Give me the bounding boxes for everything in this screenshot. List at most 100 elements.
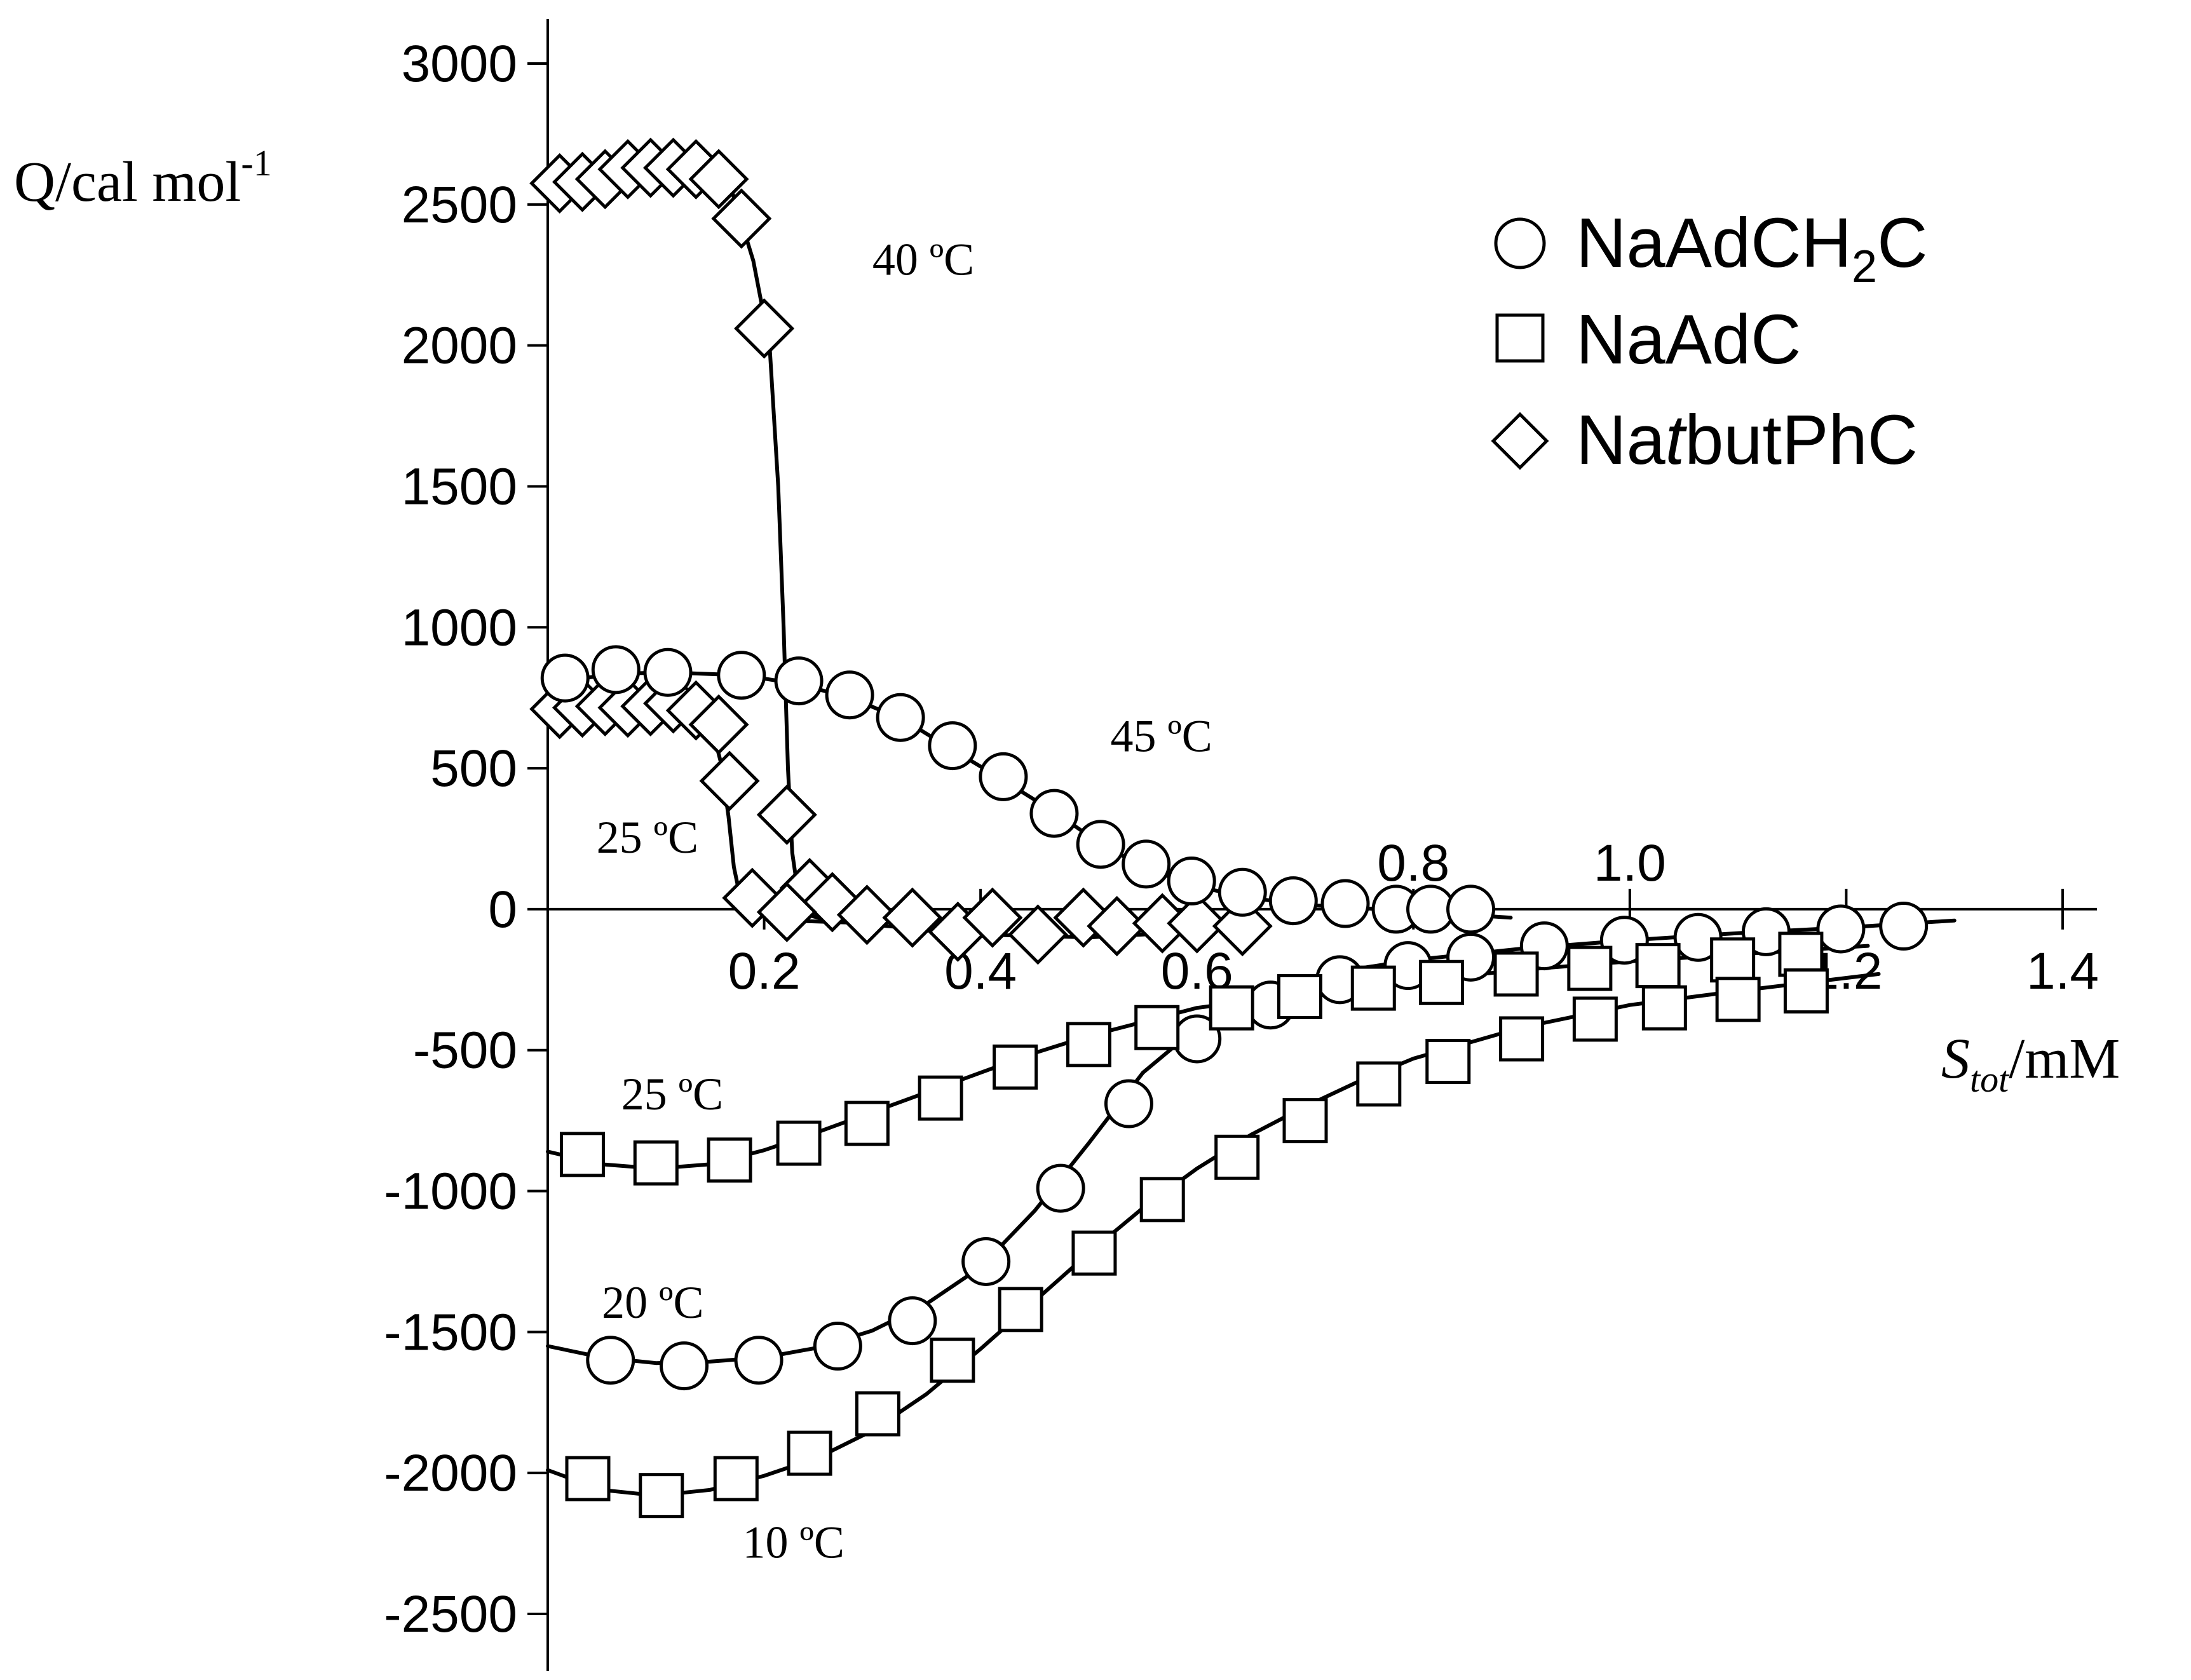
y-tick-label: 0 bbox=[488, 881, 517, 938]
data-point-square bbox=[1778, 931, 1824, 977]
data-point-diamond bbox=[734, 298, 795, 359]
data-point-square bbox=[1635, 943, 1681, 989]
data-point-circle bbox=[876, 693, 925, 742]
data-point-square bbox=[1134, 1005, 1180, 1050]
data-point-square bbox=[1277, 973, 1322, 1019]
data-markers bbox=[529, 137, 1929, 1519]
data-point-circle bbox=[1879, 902, 1929, 951]
data-point-square bbox=[1710, 937, 1756, 983]
y-tick-label: -1500 bbox=[384, 1303, 517, 1361]
x-tick-label: 1.0 bbox=[1594, 834, 1666, 892]
y-tick-label: -1000 bbox=[384, 1163, 517, 1221]
data-point-circle bbox=[1029, 789, 1079, 838]
data-point-diamond bbox=[1167, 893, 1228, 954]
y-tick-label: 500 bbox=[430, 740, 517, 797]
x-axis-label: Stot/mM bbox=[1941, 1027, 2120, 1100]
data-point-circle bbox=[928, 721, 977, 771]
data-point-square bbox=[776, 1120, 822, 1166]
data-point-circle bbox=[961, 1236, 1011, 1286]
data-point-square bbox=[1066, 1022, 1111, 1067]
data-point-square bbox=[707, 1137, 752, 1183]
legend-circle-marker bbox=[1494, 217, 1546, 269]
data-point-square bbox=[930, 1338, 975, 1383]
data-point-circle bbox=[1076, 820, 1125, 869]
y-tick-label: 1500 bbox=[402, 457, 517, 515]
y-tick-label: -2500 bbox=[384, 1585, 517, 1643]
y-tick-label: 1000 bbox=[402, 599, 517, 656]
legend-square-marker bbox=[1495, 313, 1545, 363]
data-point-square bbox=[1350, 965, 1396, 1011]
data-point-diamond bbox=[882, 887, 943, 948]
y-tick-label: 3000 bbox=[402, 35, 517, 93]
data-point-circle bbox=[979, 752, 1028, 801]
data-point-circle bbox=[774, 656, 824, 706]
legend: NaAdCH2C NaAdC NatbutPhC bbox=[1491, 204, 1928, 479]
data-point-circle bbox=[591, 645, 641, 694]
data-point-circle bbox=[586, 1336, 635, 1385]
y-tick-label: -2000 bbox=[384, 1444, 517, 1502]
data-point-square bbox=[844, 1101, 890, 1146]
data-point-circle bbox=[1104, 1079, 1153, 1128]
data-point-circle bbox=[813, 1322, 862, 1371]
temperature-annotations: 40 ºC 45 ºC 25 ºC 25 ºC 20 ºC 10 ºC bbox=[597, 234, 1212, 1568]
data-point-square bbox=[1567, 945, 1613, 991]
data-point-diamond bbox=[688, 694, 749, 755]
data-point-circle bbox=[540, 653, 590, 703]
temperature-label: 40 ºC bbox=[872, 234, 974, 285]
data-point-square bbox=[1499, 1016, 1545, 1062]
data-point-circle bbox=[1816, 904, 1866, 954]
legend-label-naadch2c: NaAdCH2C bbox=[1576, 204, 1928, 292]
data-point-diamond bbox=[756, 784, 817, 845]
data-point-square bbox=[565, 1456, 611, 1501]
data-point-square bbox=[633, 1140, 679, 1186]
x-tick-label: 0.2 bbox=[728, 942, 801, 1000]
data-point-square bbox=[713, 1456, 759, 1501]
data-point-square bbox=[1356, 1061, 1402, 1107]
x-tick-label: 1.4 bbox=[2026, 942, 2099, 1000]
data-point-square bbox=[993, 1044, 1038, 1090]
legend-entry-naadch2c: NaAdCH2C bbox=[1494, 204, 1928, 292]
data-point-square bbox=[1425, 1038, 1471, 1084]
legend-label-naadc: NaAdC bbox=[1576, 301, 1801, 379]
data-point-circle bbox=[643, 647, 693, 697]
data-point-square bbox=[1209, 985, 1254, 1031]
data-point-square bbox=[787, 1430, 832, 1476]
data-point-diamond bbox=[711, 188, 772, 249]
temperature-label: 10 ºC bbox=[743, 1517, 845, 1568]
data-point-diamond bbox=[699, 750, 760, 811]
data-point-circle bbox=[1167, 857, 1216, 906]
legend-entry-natbutphc: NatbutPhC bbox=[1491, 401, 1918, 479]
data-point-diamond bbox=[756, 881, 817, 942]
data-point-circle bbox=[734, 1336, 783, 1385]
data-point-square bbox=[1572, 996, 1618, 1042]
data-point-circle bbox=[888, 1296, 937, 1346]
temperature-label: 45 ºC bbox=[1110, 710, 1212, 761]
data-point-circle bbox=[825, 670, 874, 720]
data-point-square bbox=[1139, 1177, 1185, 1223]
y-tick-label: 2000 bbox=[402, 317, 517, 375]
data-point-diamond bbox=[1007, 904, 1068, 965]
data-point-circle bbox=[1446, 884, 1496, 934]
data-point-square bbox=[1783, 968, 1829, 1014]
legend-diamond-marker bbox=[1491, 412, 1549, 470]
data-point-square bbox=[1282, 1098, 1328, 1144]
data-point-square bbox=[1071, 1230, 1117, 1276]
data-point-circle bbox=[660, 1341, 709, 1391]
data-point-circle bbox=[1218, 867, 1267, 917]
data-point-square bbox=[1493, 951, 1539, 997]
temperature-label: 20 ºC bbox=[602, 1277, 703, 1328]
y-axis-label: Q/cal mol-1 bbox=[14, 142, 272, 213]
data-point-diamond bbox=[1087, 895, 1148, 957]
data-point-square bbox=[639, 1473, 684, 1519]
temperature-label: 25 ºC bbox=[621, 1069, 723, 1120]
data-point-square bbox=[1715, 977, 1761, 1022]
data-point-diamond bbox=[836, 884, 897, 945]
data-point-square bbox=[998, 1287, 1043, 1332]
data-point-square bbox=[855, 1391, 900, 1437]
data-point-square bbox=[1419, 959, 1465, 1005]
data-point-square bbox=[1641, 985, 1687, 1031]
data-point-diamond bbox=[688, 149, 749, 210]
y-tick-label: -500 bbox=[413, 1022, 517, 1080]
temperature-label: 25 ºC bbox=[597, 812, 698, 863]
